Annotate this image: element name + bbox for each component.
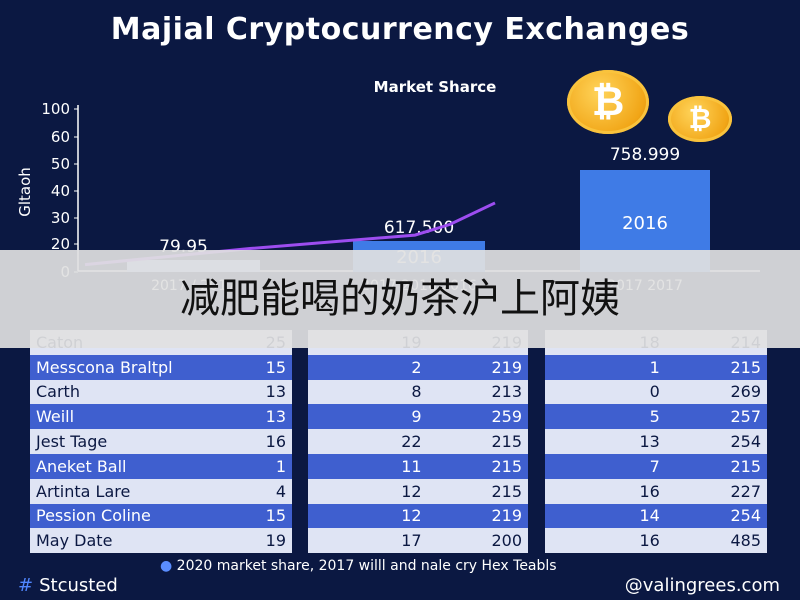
table-cell: 215 [427, 478, 528, 504]
brand-left-text: Stcusted [39, 575, 118, 596]
table-row: 16 227 [545, 478, 767, 504]
y-tick-label: 60 [51, 128, 70, 146]
table-cell: 1 [545, 354, 666, 380]
table-cell: Jest Tage [30, 429, 234, 454]
table-cell: 219 [427, 354, 528, 380]
table-cell: 254 [665, 503, 767, 529]
table-cell: 219 [427, 503, 528, 529]
table-row: 2 219 [308, 354, 528, 380]
table-cell: 215 [427, 429, 528, 454]
table-cell: 13 [233, 404, 292, 430]
footnote-text: 2020 market share, 2017 willl and nale c… [176, 558, 557, 574]
table-cell: 12 [308, 478, 428, 504]
table-cell: 2 [308, 354, 428, 380]
table-cell: 1 [233, 453, 292, 479]
table-cell: 254 [665, 429, 767, 454]
y-tick-label: 30 [51, 209, 70, 227]
table-cell: 16 [545, 528, 666, 554]
table-cell: 200 [427, 528, 528, 554]
table-cell: 8 [308, 379, 428, 405]
table-row: Jest Tage 16 [30, 429, 292, 454]
table-row: 12 219 [308, 503, 528, 529]
table-cell: Messcona Braltpl [30, 354, 234, 380]
brand-left: # Stcusted [18, 575, 118, 596]
table-cell: Carth [30, 379, 234, 405]
table-row: Aneket Ball 1 [30, 453, 292, 479]
table-cell: Aneket Ball [30, 453, 234, 479]
table-cell: Weill [30, 404, 234, 430]
table-cell: 22 [308, 429, 428, 454]
overlay-banner [0, 250, 800, 348]
table-cell: 11 [308, 453, 428, 479]
overlay-banner-text: 减肥能喝的奶茶沪上阿姨 [180, 276, 620, 322]
table-cell: 16 [545, 478, 666, 504]
table-cell: 17 [308, 528, 428, 554]
table-cell: Artinta Lare [30, 478, 234, 504]
table-row: 14 254 [545, 503, 767, 529]
brand-right[interactable]: @valingrees.com [624, 575, 780, 596]
table-cell: 14 [545, 503, 666, 529]
y-tick-label: 50 [51, 155, 70, 173]
table-cell: 4 [233, 478, 292, 504]
table-cell: 13 [233, 379, 292, 405]
chart-title: Majial Cryptocurrency Exchanges [110, 12, 690, 47]
chart-subtitle: Market Sharce [373, 78, 497, 96]
bitcoin-icon: ₿ [567, 70, 649, 134]
data-label: 758.999 [610, 145, 680, 165]
table-cell: May Date [30, 528, 234, 554]
exchange-name-table: Caton25Messcona Braltpl15Carth13Weill13J… [30, 330, 292, 554]
table-row: Weill 13 [30, 404, 292, 430]
table-row: 5 257 [545, 404, 767, 430]
table-cell: 213 [427, 379, 528, 405]
table-cell: 16 [233, 429, 292, 454]
table-row: Messcona Braltpl 15 [30, 354, 292, 380]
y-axis-label: Gltaoh [16, 167, 34, 217]
bullet-icon: ● [160, 558, 173, 574]
chart-footnote: ● 2020 market share, 2017 willl and nale… [160, 558, 557, 574]
table-cell: Pession Coline [30, 503, 234, 529]
table-cell: 9 [308, 404, 428, 430]
table-row: 22 215 [308, 429, 528, 454]
y-tick-label: 20 [51, 235, 70, 253]
table-cell: 215 [427, 453, 528, 479]
exchange-2017-table: 1921922198213925922215112151221512219172… [308, 330, 528, 554]
table-cell: 15 [233, 503, 292, 529]
table-cell: 15 [233, 354, 292, 380]
exchange-2019-table: 1821412150269525713254721516227142541648… [545, 330, 767, 554]
table-cell: 215 [665, 453, 767, 479]
table-row: 1 215 [545, 354, 767, 380]
table-row: Pession Coline 15 [30, 503, 292, 529]
table-cell: 19 [233, 528, 292, 554]
y-tick-label: 40 [51, 182, 70, 200]
table-row: Artinta Lare 4 [30, 478, 292, 504]
table-row: 11 215 [308, 453, 528, 479]
y-tick-label: 100 [41, 100, 70, 118]
table-row: 0 269 [545, 379, 767, 405]
table-row: May Date 19 [30, 528, 292, 554]
table-row: 9 259 [308, 404, 528, 430]
table-cell: 7 [545, 453, 666, 479]
table-cell: 5 [545, 404, 666, 430]
table-cell: 257 [665, 404, 767, 430]
table-row: Carth 13 [30, 379, 292, 405]
table-row: 7 215 [545, 453, 767, 479]
table-cell: 12 [308, 503, 428, 529]
table-row: 12 215 [308, 478, 528, 504]
data-label: 617.500 [384, 218, 454, 238]
table-cell: 0 [545, 379, 666, 405]
bar-inner-label: 2016 [622, 213, 668, 234]
table-cell: 215 [665, 354, 767, 380]
hash-logo-icon: # [18, 575, 34, 596]
table-row: 17 200 [308, 528, 528, 554]
bitcoin-icon-small: ₿ [668, 96, 732, 142]
table-row: 8 213 [308, 379, 528, 405]
table-row: 13 254 [545, 429, 767, 454]
table-cell: 259 [427, 404, 528, 430]
table-row: 16 485 [545, 528, 767, 554]
table-cell: 13 [545, 429, 666, 454]
table-cell: 485 [665, 528, 767, 554]
table-cell: 227 [665, 478, 767, 504]
table-cell: 269 [665, 379, 767, 405]
